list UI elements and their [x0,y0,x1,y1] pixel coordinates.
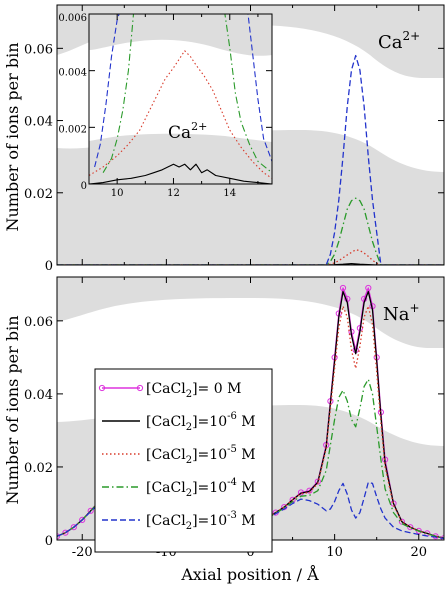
legend-label-sub: 2 [186,422,192,433]
bottom-series-s0-point [415,527,422,535]
top-ion-label-sup: 2+ [403,29,421,43]
inset-ion-label-sup: 2+ [191,120,207,133]
inset-axes: 0 0.002 0.004 0.006 10 12 14 [58,13,272,199]
inset-xtick-label: 12 [167,188,180,199]
bottom-series-s0-point [314,478,321,485]
bottom-ytick-label: 0.06 [24,315,53,330]
inset-pore-background [89,14,272,184]
legend-marker-s0 [136,384,144,392]
legend-label-sup: -5 [227,444,237,455]
bottom-series-s0-point [87,507,94,514]
legend-label-end: M [237,480,256,496]
legend-label-sub: 2 [186,521,192,532]
legend-label-base: [CaCl [146,414,186,430]
bottom-series-s0-point [79,516,86,524]
legend-label-sub: 2 [186,389,192,400]
legend-label-s4: [CaCl2]=10-3 M [146,510,256,532]
inset-series-s4-line [94,14,272,168]
legend-label-tail: ]=10 [192,513,227,529]
top-series-s4-line [57,54,444,265]
legend-label-sup: -6 [227,411,237,422]
legend-label-s1: [CaCl2]=10-6 M [146,411,256,433]
top-series-s2-line [57,249,444,265]
bottom-ytick-label: 0.04 [24,388,53,403]
legend-label-s0: [CaCl2]= 0 M [146,381,241,400]
top-ytick-label: 0.02 [24,187,53,202]
legend-label-tail: ]= 0 M [192,381,241,397]
xlabel: Axial position / Å [180,564,319,584]
legend-label-s2: [CaCl2]=10-5 M [146,444,256,466]
bottom-ytick-label: 0 [45,534,53,549]
legend-label-tail: ]=10 [192,447,227,463]
bottom-series-s0-point [62,529,69,536]
legend-label-tail: ]=10 [192,414,227,430]
bottom-ion-label: Na+ [383,301,420,325]
top-ion-label: Ca2+ [378,29,420,53]
inset-plot-frame [88,13,273,185]
inset-ytick-label: 0.004 [58,68,87,79]
inset-series-group [89,14,272,184]
top-ylabel: Number of ions per bin [3,42,22,231]
inset-series-s2-line [89,50,272,179]
bottom-xtick-label: 20 [410,545,427,560]
inset-series-s1-line [89,163,272,184]
legend-label-tail: ]=10 [192,480,227,496]
inset-xtick-label: 10 [111,188,124,199]
bottom-ion-label-sup: + [409,301,419,315]
legend-label-sub: 2 [186,488,192,499]
legend-label-s3: [CaCl2]=10-4 M [146,477,256,499]
bottom-series-s0-point [365,284,372,292]
inset-ion-label-base: Ca [168,123,191,143]
top-series-s3-line [57,197,444,265]
legend-marker-s0 [98,384,106,392]
legend-label-end: M [237,447,256,463]
bottom-ytick-label: 0.02 [24,461,53,476]
top-ytick-label: 0 [45,259,53,274]
bottom-ylabel: Number of ions per bin [3,315,22,504]
legend: [CaCl2]= 0 M[CaCl2]=10-6 M[CaCl2]=10-5 M… [94,368,273,553]
bottom-xtick-label: 10 [326,545,343,560]
legend-label-base: [CaCl [146,447,186,463]
top-ion-label-base: Ca [378,32,403,53]
bottom-xtick-label: -20 [72,545,93,560]
bottom-ion-label-base: Na [383,304,410,325]
bottom-series-s0-point [339,284,347,292]
top-axes: 0 0.02 0.04 0.06 [24,5,444,274]
legend-label-sup: -3 [227,510,237,521]
bottom-series-s0-point [306,487,313,494]
legend-label-sup: -4 [227,477,237,488]
inset-series-s3-line [102,14,272,174]
legend-label-end: M [237,513,256,529]
inset-ion-label: Ca2+ [168,120,207,143]
inset-xtick-label: 14 [223,188,236,199]
legend-label-base: [CaCl [146,513,186,529]
top-ytick-label: 0.06 [24,42,53,57]
inset-ytick-label: 0 [81,181,87,192]
legend-label-base: [CaCl [146,381,186,397]
legend-label-end: M [237,414,256,430]
inset-ytick-label: 0.002 [58,124,87,135]
inset-ytick-label: 0.006 [58,13,87,24]
bottom-series-s0-point [70,524,77,531]
legend-label-sub: 2 [186,455,192,466]
legend-box [94,368,273,553]
top-ytick-label: 0.04 [24,115,53,130]
legend-label-base: [CaCl [146,480,186,496]
